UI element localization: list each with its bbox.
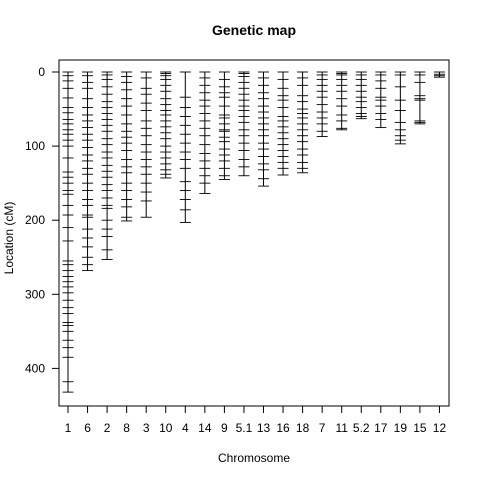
x-tick-label: 14 [198, 421, 212, 435]
chromosome-16 [277, 71, 289, 176]
chart-title: Genetic map [212, 22, 296, 38]
y-axis-label: Location (cM) [2, 202, 16, 275]
plot-frame [58, 59, 450, 407]
x-tick-label: 16 [276, 421, 290, 435]
chromosome-5.2 [355, 71, 367, 120]
x-tick-label: 6 [84, 421, 91, 435]
chromosome-9 [218, 71, 230, 180]
chromosome-19 [394, 71, 406, 145]
x-axis: 1 6 2 8 3 10 4 14 9 5.1 13 16 18 7 11 5.2 17 19 15 12 [65, 405, 447, 435]
x-tick-label: 4 [182, 421, 189, 435]
y-axis: 0 100 200 300 400 [25, 65, 60, 375]
chromosome-8 [121, 71, 133, 222]
chromosome-17 [375, 71, 387, 129]
chromosome-12 [433, 71, 445, 78]
plot-area [62, 71, 445, 393]
chromosome-1 [62, 71, 74, 393]
chromosome-14 [199, 71, 211, 194]
x-tick-label: 12 [433, 421, 447, 435]
x-tick-label: 13 [257, 421, 271, 435]
x-axis-label: Chromosome [218, 451, 290, 465]
chromosome-7 [316, 71, 328, 137]
chromosome-4 [179, 71, 191, 223]
x-tick-label: 9 [221, 421, 228, 435]
y-tick-label: 100 [25, 139, 45, 153]
y-tick-label: 200 [25, 213, 45, 227]
chromosome-13 [258, 71, 269, 187]
x-tick-label: 5.1 [236, 421, 253, 435]
x-tick-label: 2 [104, 421, 111, 435]
x-tick-label: 10 [159, 421, 173, 435]
chromosome-3 [140, 71, 152, 218]
x-tick-label: 15 [413, 421, 427, 435]
chromosome-10 [160, 71, 172, 179]
chromosome-18 [297, 71, 309, 174]
chromosome-11 [336, 71, 348, 131]
x-tick-label: 18 [296, 421, 310, 435]
x-tick-label: 3 [143, 421, 150, 435]
chromosome-15 [414, 71, 426, 125]
x-tick-label: 11 [335, 421, 348, 435]
x-tick-label: 19 [394, 421, 408, 435]
y-tick-label: 400 [25, 361, 45, 375]
y-tick-label: 300 [25, 287, 45, 301]
chromosome-2 [101, 71, 113, 260]
chromosome-5.1 [238, 71, 250, 177]
chromosome-6 [82, 71, 94, 272]
x-tick-label: 8 [123, 421, 130, 435]
x-tick-label: 7 [319, 421, 326, 435]
x-tick-label: 17 [374, 421, 388, 435]
x-tick-label: 1 [65, 421, 72, 435]
y-tick-label: 0 [38, 65, 45, 79]
x-tick-label: 5.2 [353, 421, 370, 435]
